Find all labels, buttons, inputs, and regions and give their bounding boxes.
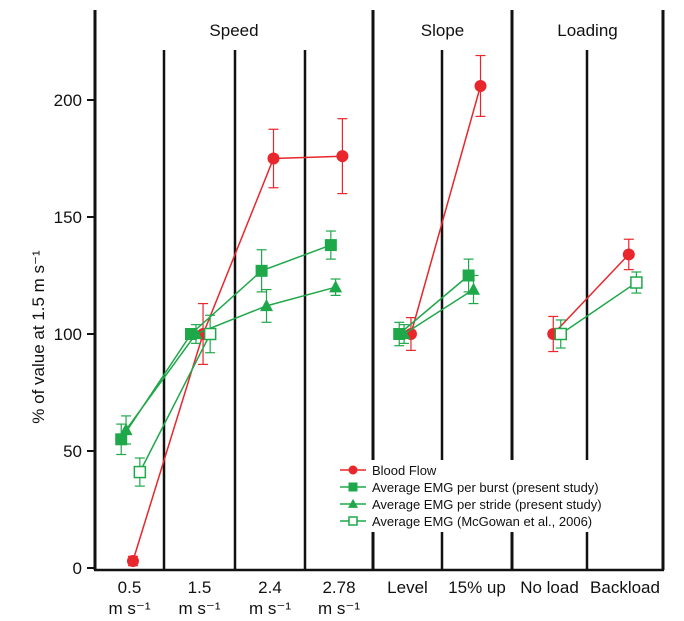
x-tick-labels: 0.5 m s⁻¹ 1.5 m s⁻¹ 2.4 m s⁻¹ 2.78 m s⁻¹ Level 15…: [108, 578, 659, 618]
data-point: [630, 276, 643, 289]
series-line: [125, 286, 336, 431]
data-point: [348, 516, 358, 526]
x-tick-unit: m s⁻¹: [108, 599, 150, 618]
series-line: [120, 244, 332, 440]
x-tick-label: No load: [520, 578, 579, 597]
y-tick-label: 200: [54, 91, 82, 110]
series-line: [132, 155, 343, 562]
data-point: [348, 465, 358, 475]
x-tick-label: Backload: [590, 578, 660, 597]
data-point: [554, 327, 567, 341]
x-tick-label: 2.4: [258, 578, 282, 597]
series-group: [119, 274, 480, 445]
data-point: [474, 79, 487, 92]
series-line: [398, 274, 470, 335]
legend-background: [336, 460, 632, 532]
data-point: [397, 327, 411, 340]
series-group: [133, 271, 643, 487]
series-line: [403, 288, 474, 335]
legend-label: Average EMG (McGowan et al., 2006): [372, 514, 592, 529]
group-label: Loading: [557, 21, 618, 40]
group-labels: Speed Slope Loading: [209, 21, 617, 40]
group-label: Slope: [421, 21, 464, 40]
x-tick-unit: m s⁻¹: [249, 599, 291, 618]
data-point: [336, 150, 349, 163]
y-tick-label: 100: [54, 325, 82, 344]
y-axis-label: % of value at 1.5 m s⁻¹: [29, 250, 48, 424]
x-tick-unit: m s⁻¹: [178, 599, 220, 618]
series-line: [410, 85, 482, 335]
data-point: [622, 248, 635, 261]
legend: Blood Flow Average EMG per burst (present…: [336, 460, 632, 532]
x-tick-label: 1.5: [188, 578, 212, 597]
data-point: [115, 433, 128, 446]
series-group: [115, 230, 475, 456]
series-line: [552, 253, 630, 335]
x-tick-label: 0.5: [118, 578, 142, 597]
data-point: [189, 327, 203, 340]
data-point: [255, 264, 268, 277]
x-tick-label: Level: [387, 578, 428, 597]
data-point: [324, 239, 337, 252]
y-axis: 0 50 100 150 200: [54, 91, 95, 578]
y-tick-label: 50: [63, 442, 82, 461]
x-tick-label: 15% up: [448, 578, 506, 597]
data-point: [267, 152, 280, 165]
legend-label: Average EMG per burst (present study): [372, 480, 599, 495]
group-label: Speed: [209, 21, 258, 40]
data-point: [119, 423, 133, 436]
series-line: [560, 281, 637, 335]
y-tick-label: 0: [73, 559, 82, 578]
data-point: [348, 482, 358, 492]
legend-label: Average EMG per stride (present study): [372, 497, 602, 512]
x-tick-unit: m s⁻¹: [318, 599, 360, 618]
data-point: [467, 282, 480, 295]
x-tick-label: 2.78: [322, 578, 355, 597]
data-point: [329, 280, 343, 293]
data-point: [133, 465, 147, 479]
legend-label: Blood Flow: [372, 463, 437, 478]
series-line: [139, 333, 211, 473]
data-point: [260, 299, 273, 312]
data-point: [126, 554, 139, 567]
y-tick-label: 150: [54, 208, 82, 227]
data-point: [203, 327, 217, 341]
series: [115, 54, 643, 567]
data-point: [348, 498, 358, 508]
